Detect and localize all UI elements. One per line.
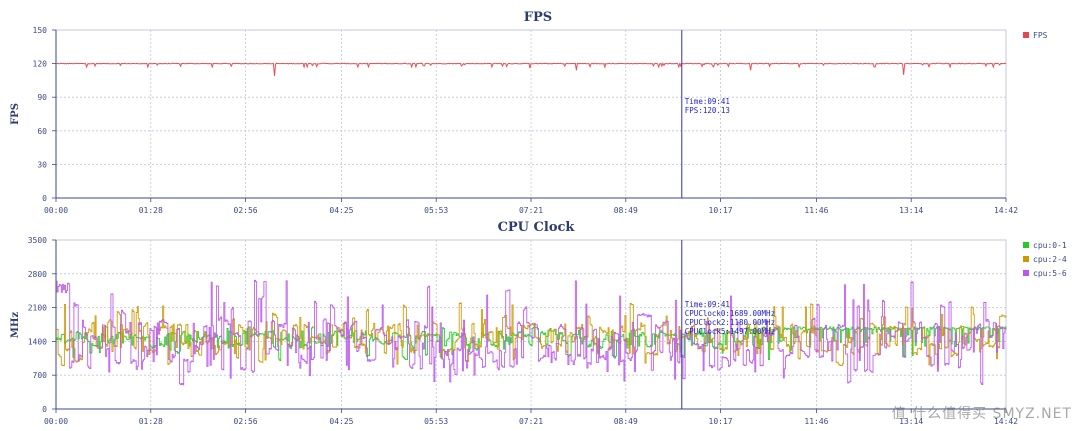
cpu-legend-swatch bbox=[1023, 256, 1029, 262]
fps-y-axis-label: FPS bbox=[10, 103, 21, 125]
cpu-cursor-annotation: CPUClock0:1689.00MHz bbox=[685, 309, 775, 318]
cpu-x-tick-label: 14:42 bbox=[994, 417, 1018, 426]
cpu-legend-label: cpu:2-4 bbox=[1033, 255, 1067, 264]
fps-x-ticks: 00:00 01:28 02:56 04:25 05:53 07:21 08:49 10:17… bbox=[44, 197, 1018, 215]
cpu-cursor[interactable]: Time:09:41CPUClock0:1689.00MHzCPUClock2:… bbox=[681, 240, 775, 409]
fps-x-tick-label: 08:49 bbox=[614, 206, 638, 215]
fps-legend-label: FPS bbox=[1033, 31, 1048, 40]
fps-y-tick-label: 120 bbox=[33, 60, 48, 69]
cpu-y-tick-label: 700 bbox=[33, 371, 48, 380]
fps-x-tick-label: 05:53 bbox=[424, 206, 448, 215]
fps-y-tick-label: 0 bbox=[42, 194, 47, 203]
fps-cursor-annotation: Time:09:41 bbox=[685, 97, 730, 106]
cpu-x-tick-label: 08:49 bbox=[614, 417, 638, 426]
fps-x-tick-label: 01:28 bbox=[139, 206, 163, 215]
fps-y-tick-label: 30 bbox=[37, 160, 47, 169]
fps-x-tick-label: 02:56 bbox=[234, 206, 258, 215]
watermark: 值 什么值得买 SMYZ.NET bbox=[891, 406, 1072, 422]
fps-x-tick-label: 13:14 bbox=[899, 206, 923, 215]
fps-chart-title: FPS bbox=[524, 10, 552, 25]
cpu-x-tick-label: 07:21 bbox=[519, 417, 543, 426]
cpu-x-tick-label: 00:00 bbox=[44, 417, 68, 426]
fps-series bbox=[56, 62, 1007, 76]
fps-y-ticks: 0 30 60 90 120 150 bbox=[33, 26, 57, 203]
cpu-legend-label: cpu:5-6 bbox=[1033, 269, 1067, 278]
cpu-legend-label: cpu:0-1 bbox=[1033, 241, 1067, 250]
cpu-x-tick-label: 02:56 bbox=[234, 417, 258, 426]
fps-x-tick-label: 11:46 bbox=[804, 206, 828, 215]
fps-x-tick-label: 10:17 bbox=[709, 206, 733, 215]
fps-cursor-annotation: FPS:120.13 bbox=[685, 106, 730, 115]
fps-x-tick-label: 04:25 bbox=[329, 206, 353, 215]
fps-y-tick-label: 60 bbox=[37, 127, 47, 136]
cpu-y-tick-label: 3500 bbox=[28, 236, 47, 245]
cpu-y-tick-label: 0 bbox=[42, 405, 47, 414]
fps-series-line-FPS bbox=[56, 62, 1007, 76]
cpu-x-tick-label: 04:25 bbox=[329, 417, 353, 426]
cpu-cursor-annotation: CPUClock2:1180.00MHz bbox=[685, 318, 775, 327]
fps-grid bbox=[55, 29, 1007, 199]
cpu-y-tick-label: 2100 bbox=[28, 304, 47, 313]
fps-x-tick-label: 14:42 bbox=[994, 206, 1018, 215]
cpu-x-tick-label: 13:14 bbox=[899, 417, 923, 426]
fps-y-tick-label: 150 bbox=[33, 26, 48, 35]
cpu-series-line-cpu-5-6 bbox=[56, 279, 1007, 386]
cpu-x-tick-label: 10:17 bbox=[709, 417, 733, 426]
cpu-legend: cpu:0-1 cpu:2-4 cpu:5-6 bbox=[1023, 241, 1067, 278]
fps-legend-swatch bbox=[1023, 32, 1029, 38]
cpu-x-ticks: 00:00 01:28 02:56 04:25 05:53 07:21 08:49 10:17… bbox=[44, 408, 1018, 426]
cpu-x-tick-label: 01:28 bbox=[139, 417, 163, 426]
cpu-y-ticks: 0 700 1400 2100 2800 3500 bbox=[28, 236, 57, 414]
fps-chart: FPS FPS 0 30 60 90 120 150 00:00 01:28 02:56 04:… bbox=[10, 10, 1048, 215]
cpu-chart: CPU Clock MHz 0 700 1400 2100 2800 3500 00:00… bbox=[10, 220, 1067, 426]
cpu-series-line-cpu-2-4 bbox=[56, 302, 1007, 366]
cpu-y-tick-label: 1400 bbox=[28, 337, 47, 346]
cpu-cursor-annotation: Time:09:41 bbox=[685, 300, 730, 309]
cpu-x-tick-label: 05:53 bbox=[424, 417, 448, 426]
cpu-cursor-annotation: CPUClock5:1497.00MHz bbox=[685, 327, 775, 336]
cpu-legend-swatch bbox=[1023, 270, 1029, 276]
fps-x-tick-label: 00:00 bbox=[44, 206, 68, 215]
cpu-y-tick-label: 2800 bbox=[28, 270, 47, 279]
cpu-x-tick-label: 11:46 bbox=[804, 417, 828, 426]
cpu-y-axis-label: MHz bbox=[10, 312, 21, 339]
fps-x-tick-label: 07:21 bbox=[519, 206, 543, 215]
fps-y-tick-label: 90 bbox=[37, 93, 47, 102]
cpu-series bbox=[56, 279, 1007, 386]
fps-legend: FPS bbox=[1023, 31, 1048, 40]
cpu-chart-title: CPU Clock bbox=[498, 220, 576, 235]
cpu-legend-swatch bbox=[1023, 242, 1029, 248]
